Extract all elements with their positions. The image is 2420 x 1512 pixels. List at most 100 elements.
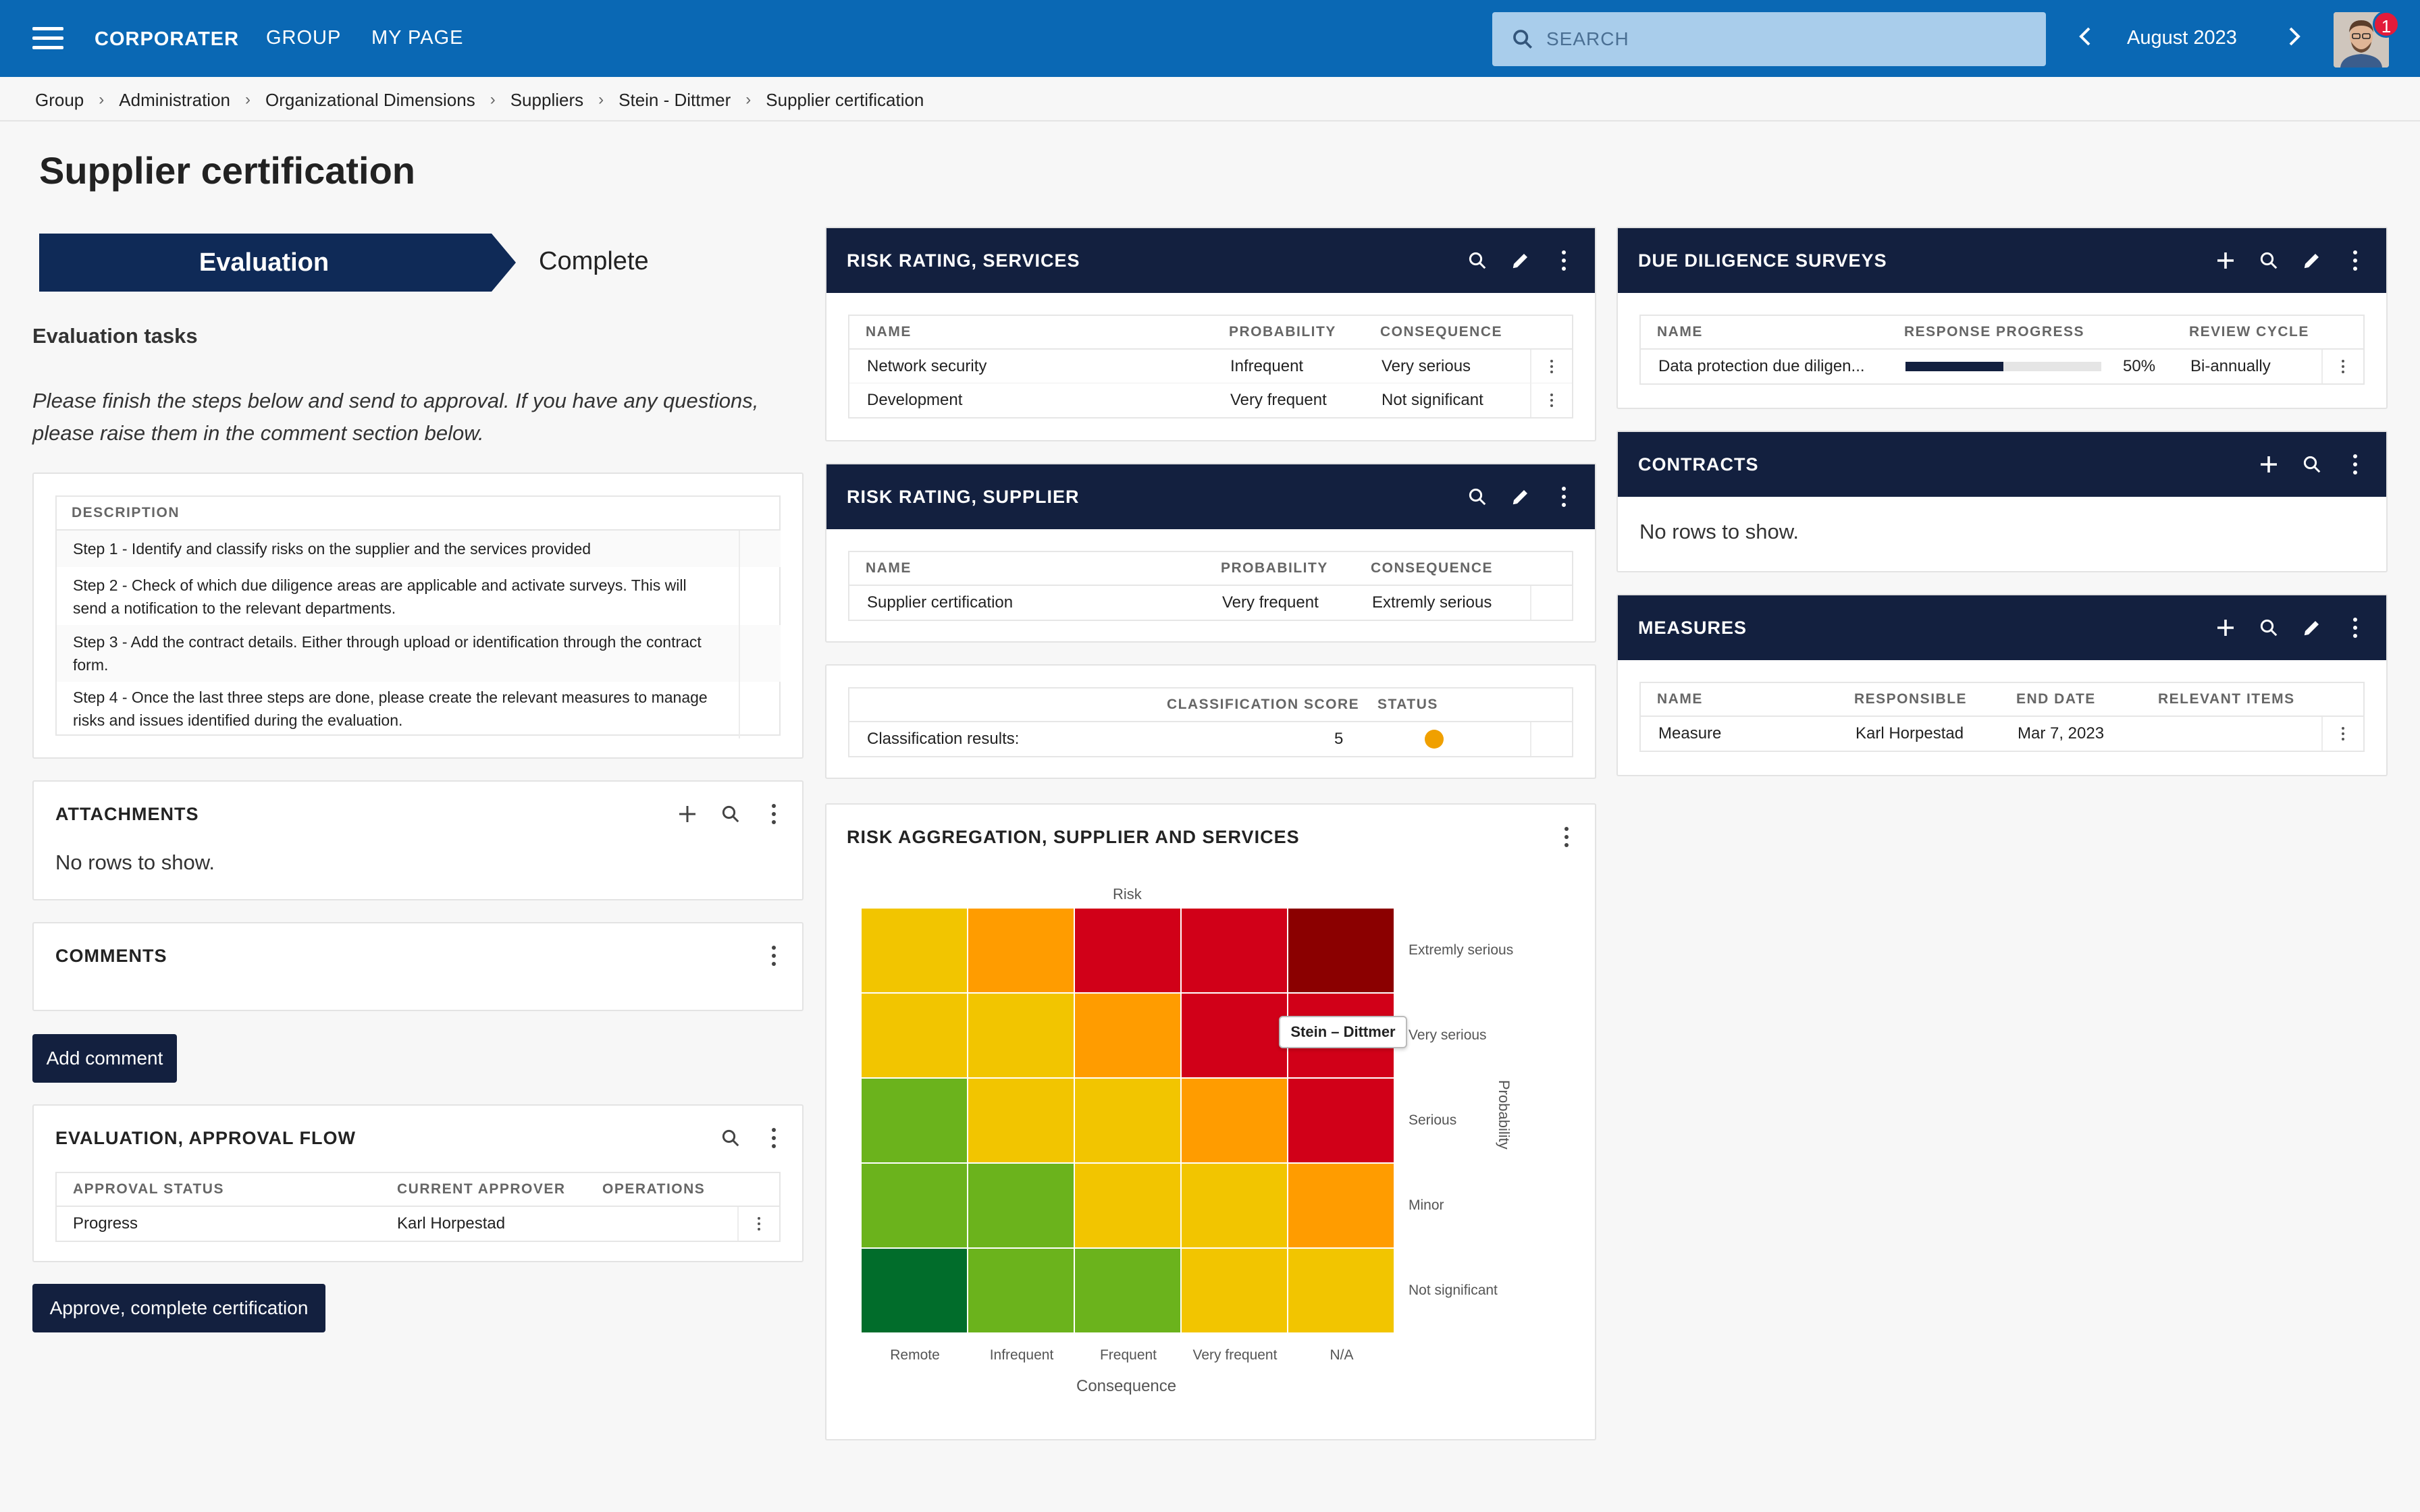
search-button[interactable] xyxy=(1456,475,1499,518)
heatmap-cell[interactable] xyxy=(862,1079,967,1162)
row-menu-button[interactable] xyxy=(737,1207,779,1241)
breadcrumb-suppliers[interactable]: Suppliers xyxy=(510,89,584,110)
more-menu-button[interactable] xyxy=(752,792,795,836)
step-evaluation[interactable]: Evaluation xyxy=(39,234,516,292)
more-menu-button[interactable] xyxy=(1545,815,1588,859)
search-button[interactable] xyxy=(2247,239,2290,282)
heatmap-cell[interactable] xyxy=(1288,1079,1394,1162)
row-menu-button[interactable] xyxy=(1530,350,1572,383)
more-menu-button[interactable] xyxy=(752,934,795,977)
heatmap-cell[interactable] xyxy=(862,1249,967,1332)
table-row[interactable]: Data protection due diligen... 50% Bi-an… xyxy=(1641,350,2363,383)
heatmap-cell[interactable] xyxy=(1182,1164,1287,1247)
table-row[interactable]: Development Very frequent Not significan… xyxy=(849,383,1572,417)
period-prev-button[interactable] xyxy=(2076,23,2095,57)
logo[interactable]: CORPORATER xyxy=(95,20,239,58)
more-menu-button[interactable] xyxy=(1542,239,1585,282)
more-vert-icon xyxy=(1564,825,1569,849)
heatmap-cell[interactable] xyxy=(862,994,967,1077)
more-menu-button[interactable] xyxy=(2334,606,2377,649)
card-actions xyxy=(1456,464,1585,529)
add-comment-button[interactable]: Add comment xyxy=(32,1034,177,1083)
classification-card: CLASSIFICATION SCORE STATUS Classificati… xyxy=(825,664,1596,779)
heatmap-cell[interactable] xyxy=(1075,994,1180,1077)
notification-badge[interactable]: 1 xyxy=(2373,11,2400,38)
due-diligence-card: DUE DILIGENCE SURVEYS NAME RESPONSE PROG… xyxy=(1616,227,2388,409)
search-input[interactable] xyxy=(1546,28,2019,50)
heatmap-cell[interactable] xyxy=(1075,1079,1180,1162)
heatmap-cell[interactable] xyxy=(1075,909,1180,992)
edit-button[interactable] xyxy=(1499,239,1542,282)
heatmap-cell[interactable] xyxy=(1075,1164,1180,1247)
table-header: APPROVAL STATUS CURRENT APPROVER OPERATI… xyxy=(57,1173,779,1207)
row-menu-button[interactable] xyxy=(2321,350,2363,383)
search-button[interactable] xyxy=(709,792,752,836)
heatmap-cell[interactable] xyxy=(968,909,1074,992)
period-label[interactable]: August 2023 xyxy=(2127,27,2237,49)
add-button[interactable] xyxy=(2204,606,2247,649)
search-button[interactable] xyxy=(1456,239,1499,282)
heatmap-cell[interactable] xyxy=(1075,1249,1180,1332)
y-axis-label: Serious xyxy=(1409,1112,1457,1128)
breadcrumb-supplier[interactable]: Stein - Dittmer xyxy=(619,89,731,110)
heatmap-cell[interactable] xyxy=(1182,1079,1287,1162)
more-menu-button[interactable] xyxy=(1542,475,1585,518)
more-vert-icon xyxy=(2353,616,2357,640)
more-menu-button[interactable] xyxy=(2334,443,2377,486)
table-row[interactable]: Classification results: 5 xyxy=(849,722,1572,756)
nav-my-page[interactable]: MY PAGE xyxy=(371,27,464,49)
edit-button[interactable] xyxy=(1499,475,1542,518)
heatmap-cell[interactable] xyxy=(862,1164,967,1247)
breadcrumb-organizational-dimensions[interactable]: Organizational Dimensions xyxy=(265,89,475,110)
heatmap-cell[interactable] xyxy=(1288,1249,1394,1332)
card-header: COMMENTS xyxy=(34,923,802,988)
add-button[interactable] xyxy=(2247,443,2290,486)
breadcrumb-group[interactable]: Group xyxy=(35,89,84,110)
table-row[interactable]: Progress Karl Horpestad xyxy=(57,1207,779,1241)
column-header: RESPONSIBLE xyxy=(1854,691,1968,707)
search-button[interactable] xyxy=(2247,606,2290,649)
column-header: APPROVAL STATUS xyxy=(73,1181,224,1197)
column-header: CLASSIFICATION SCORE xyxy=(1167,697,1360,712)
heatmap-cell[interactable] xyxy=(1288,909,1394,992)
search-button[interactable] xyxy=(709,1116,752,1160)
card-title: RISK AGGREGATION, SUPPLIER AND SERVICES xyxy=(847,826,1300,847)
add-button[interactable] xyxy=(666,792,709,836)
card-title: CONTRACTS xyxy=(1638,454,1759,475)
search-button[interactable] xyxy=(2290,443,2334,486)
nav-group[interactable]: GROUP xyxy=(266,27,342,49)
heatmap-cell[interactable] xyxy=(968,994,1074,1077)
column-header: REVIEW CYCLE xyxy=(2189,324,2309,340)
search-icon xyxy=(722,1129,739,1147)
table-row[interactable]: Supplier certification Very frequent Ext… xyxy=(849,586,1572,620)
edit-button[interactable] xyxy=(2290,606,2334,649)
empty-state: No rows to show. xyxy=(55,850,215,874)
add-button[interactable] xyxy=(2204,239,2247,282)
breadcrumb-administration[interactable]: Administration xyxy=(119,89,230,110)
heatmap-cell[interactable] xyxy=(1182,1249,1287,1332)
approve-complete-button[interactable]: Approve, complete certification xyxy=(32,1284,325,1332)
row-menu-button[interactable] xyxy=(1530,383,1572,417)
row-menu-button[interactable] xyxy=(2321,717,2363,751)
heatmap-cell[interactable] xyxy=(1182,994,1287,1077)
hamburger-menu-icon[interactable] xyxy=(32,27,63,50)
heatmap-cell[interactable] xyxy=(1182,909,1287,992)
heatmap-cell[interactable] xyxy=(968,1079,1074,1162)
table-row[interactable]: Network security Infrequent Very serious xyxy=(849,350,1572,383)
heatmap-cell[interactable] xyxy=(862,909,967,992)
table-row[interactable]: Measure Karl Horpestad Mar 7, 2023 xyxy=(1641,717,2363,751)
column-header-description: DESCRIPTION xyxy=(72,505,180,520)
search-bar[interactable] xyxy=(1492,12,2046,66)
step-complete[interactable]: Complete xyxy=(539,247,649,275)
more-menu-button[interactable] xyxy=(752,1116,795,1160)
heatmap-cell[interactable] xyxy=(1288,1164,1394,1247)
edit-button[interactable] xyxy=(2290,239,2334,282)
period-next-button[interactable] xyxy=(2285,23,2304,57)
table-header: NAME RESPONSE PROGRESS REVIEW CYCLE xyxy=(1641,316,2363,350)
heatmap-cell[interactable] xyxy=(968,1249,1074,1332)
more-vert-icon xyxy=(772,944,776,968)
more-menu-button[interactable] xyxy=(2334,239,2377,282)
card-actions xyxy=(752,923,795,988)
heatmap-cell[interactable] xyxy=(968,1164,1074,1247)
empty-state: No rows to show. xyxy=(1639,520,1799,543)
